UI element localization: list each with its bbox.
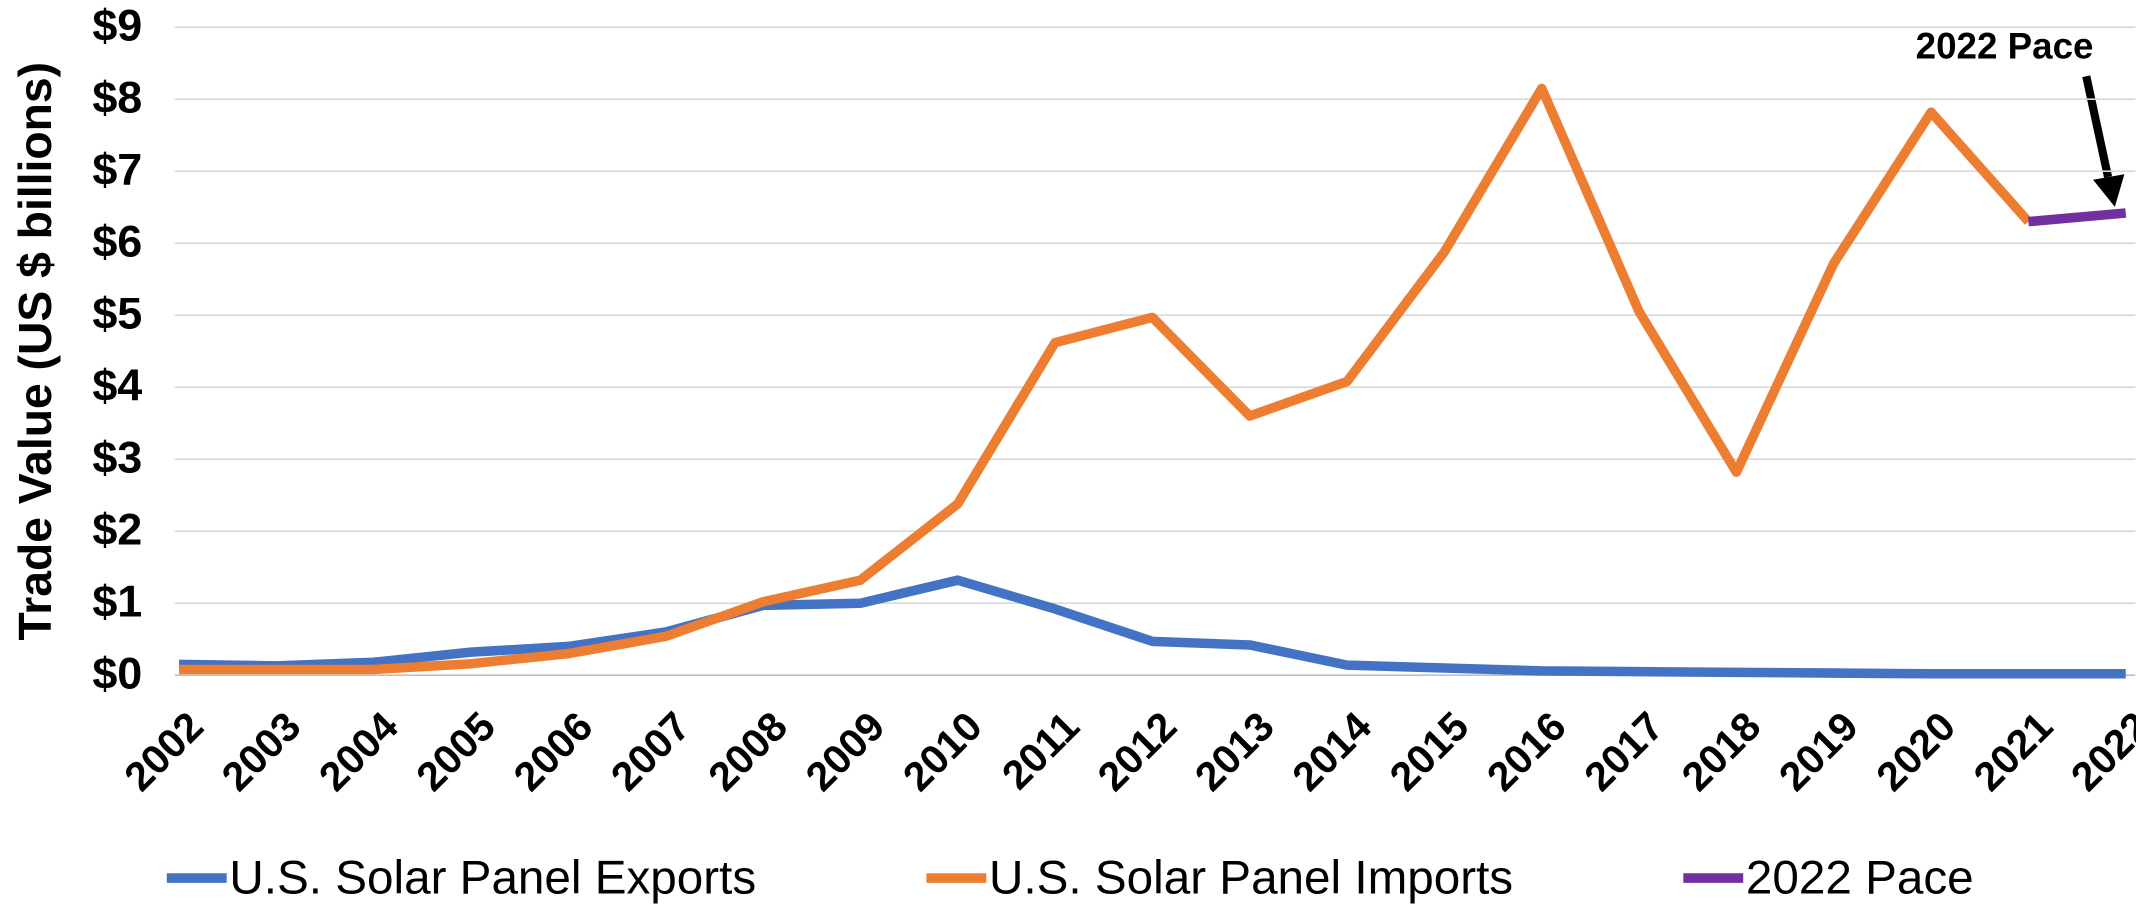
series-line [2027,208,2127,227]
y-tick-label: $2 [92,503,142,554]
y-tick-label: $3 [92,431,142,482]
annotation-arrow [2082,75,2125,207]
x-tick-label: 2003 [213,703,310,800]
x-tick-label: 2019 [1770,703,1867,800]
x-tick-label: 2013 [1186,703,1283,800]
x-tick-label: 2011 [993,703,1088,798]
x-tick-label: 2009 [797,703,894,800]
x-tick-label: 2014 [1283,703,1380,800]
y-tick-label: $6 [92,215,142,266]
x-tick-label: 2015 [1381,703,1478,800]
y-tick-label: $1 [92,575,142,626]
x-tick-label: 2017 [1575,703,1672,800]
x-tick-label: 2008 [699,703,796,800]
legend-label: U.S. Solar Panel Imports [989,851,1513,904]
y-tick-label: $8 [92,71,142,122]
y-tick-label: $9 [92,0,142,50]
x-tick-label: 2018 [1673,703,1770,800]
y-tick-label: $5 [92,287,142,338]
x-tick-label: 2004 [310,703,407,800]
x-tick-label: 2005 [407,703,504,800]
y-tick-label: $4 [92,359,142,410]
series-line [179,83,2032,675]
legend-label: 2022 Pace [1746,851,1974,904]
y-tick-label: $0 [92,647,142,698]
annotation: 2022 Pace [1916,26,2094,67]
x-tick-label: 2006 [505,703,602,800]
x-tick-label: 2012 [1089,703,1186,800]
x-tick-label: 2007 [602,703,699,800]
x-tick-label: 2022 [2062,703,2136,800]
x-tick-label: 2016 [1478,703,1575,800]
legend-label: U.S. Solar Panel Exports [229,851,756,904]
x-tick-label: 2021 [1965,703,2062,800]
x-tick-label: 2002 [115,703,212,800]
x-tick-label: 2020 [1867,703,1964,800]
y-axis-label: Trade Value (US $ billions) [9,62,61,640]
y-tick-label: $7 [92,143,142,194]
x-tick-label: 2010 [894,703,991,800]
series-line [178,575,2126,679]
